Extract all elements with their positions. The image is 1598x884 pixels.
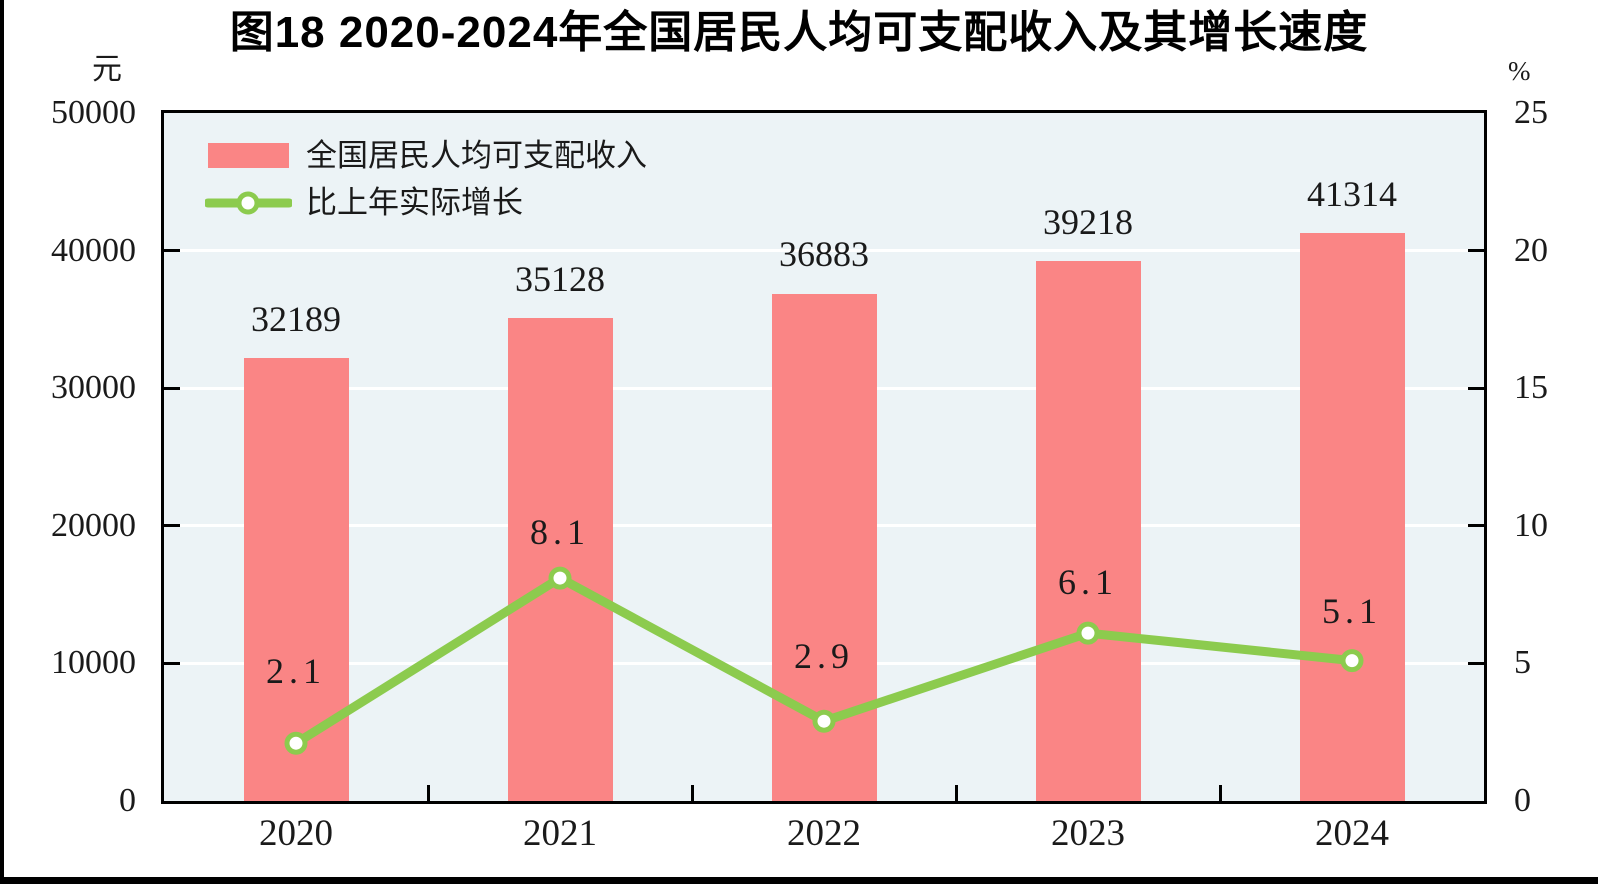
x-axis-label-2020: 2020 (259, 813, 333, 854)
legend-entry-line: 比上年实际增长 (205, 179, 647, 226)
legend-line-label: 比上年实际增长 (306, 184, 523, 220)
line-value-label: 2.9 (794, 636, 854, 677)
right-axis-tick (1468, 386, 1484, 390)
right-axis-tick (1468, 661, 1484, 665)
bar-2024 (1299, 232, 1405, 801)
x-axis-tick (954, 785, 958, 801)
right-axis-label: 10 (1514, 506, 1548, 544)
line-marker-swatch-icon (205, 191, 292, 214)
growth-line-layer (284, 566, 1364, 755)
line-value-label: 2.1 (266, 651, 326, 692)
line-marker-2021 (548, 566, 572, 590)
right-axis-label: 20 (1514, 231, 1548, 269)
left-axis-tick (164, 249, 180, 253)
x-axis-label-2023: 2023 (1051, 813, 1125, 854)
right-axis-tick (1468, 524, 1484, 528)
left-axis-label: 20000 (51, 506, 136, 544)
right-axis-label: 15 (1514, 369, 1548, 407)
bar-value-label: 32189 (251, 299, 341, 340)
left-axis-unit: 元 (92, 53, 122, 86)
line-value-label: 5.1 (1322, 590, 1382, 631)
left-axis-label: 10000 (51, 644, 136, 682)
line-marker-2022 (812, 709, 836, 733)
x-axis-tick (1218, 785, 1222, 801)
gridline (164, 249, 1484, 253)
legend-entry-bar: 全国居民人均可支配收入 (205, 132, 647, 179)
bar-value-label: 35128 (515, 258, 605, 299)
line-marker-2024 (1340, 649, 1364, 673)
bar-swatch-icon (208, 143, 289, 168)
left-axis-tick (164, 661, 180, 665)
right-axis-label: 25 (1514, 94, 1548, 131)
bar-2021 (507, 317, 613, 801)
x-axis-tick (690, 785, 694, 801)
bar-2020 (243, 358, 349, 801)
x-axis-tick (426, 785, 430, 801)
line-marker-2023 (1076, 621, 1100, 645)
right-axis-unit: % (1508, 56, 1531, 86)
left-axis-label: 0 (119, 782, 136, 819)
right-axis-tick (1468, 249, 1484, 253)
left-axis-label: 40000 (51, 231, 136, 269)
left-axis-tick (164, 386, 180, 390)
line-value-label: 6.1 (1058, 562, 1118, 603)
left-axis-tick (164, 524, 180, 528)
legend-line-swatch-slot (205, 188, 292, 218)
bar-2023 (1035, 261, 1141, 801)
bar-value-label: 39218 (1043, 202, 1133, 243)
line-value-label: 8.1 (530, 512, 590, 553)
right-axis-label: 5 (1514, 644, 1531, 682)
right-axis-label: 0 (1514, 782, 1531, 819)
plot-area: 全国居民人均可支配收入 比上年实际增长 32189 35128 36883 39218… (161, 110, 1487, 804)
x-axis-label-2022: 2022 (787, 813, 861, 854)
legend: 全国居民人均可支配收入 比上年实际增长 (205, 132, 647, 226)
page-bottom-rule (0, 877, 1598, 884)
bar-value-label: 36883 (779, 234, 869, 275)
left-axis-label: 50000 (51, 94, 136, 131)
chart-title: 图18 2020-2024年全国居民人均可支配收入及其增长速度 (229, 8, 1369, 57)
legend-bar-swatch-slot (205, 143, 292, 168)
legend-bar-label: 全国居民人均可支配收入 (306, 137, 647, 173)
page-left-rule (0, 0, 4, 884)
x-axis-label-2024: 2024 (1315, 813, 1389, 854)
left-axis-label: 30000 (51, 369, 136, 407)
x-axis-label-2021: 2021 (523, 813, 597, 854)
bar-value-label: 41314 (1307, 173, 1397, 214)
line-marker-2020 (284, 731, 308, 755)
